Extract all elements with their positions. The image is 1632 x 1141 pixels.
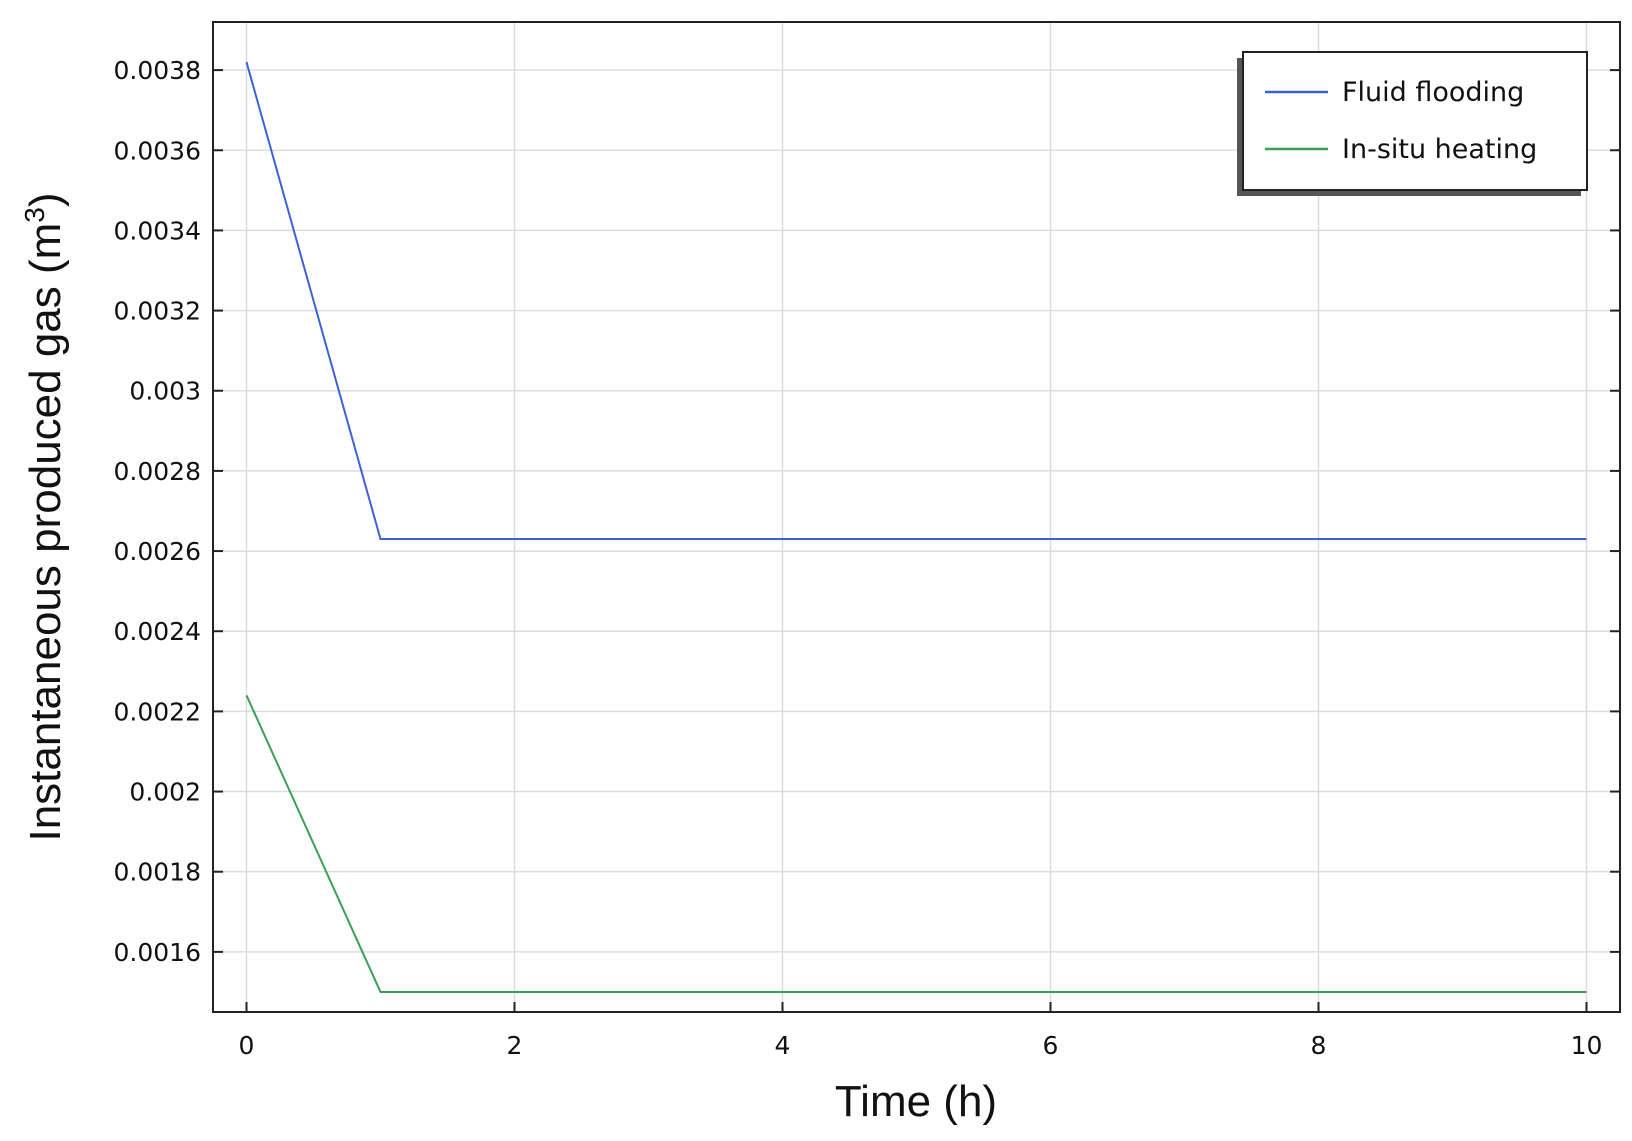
axis-ticks (213, 69, 1620, 1012)
x-tick-label: 10 (1571, 1031, 1603, 1060)
series-line-in-situ-heating (245, 694, 1587, 993)
legend-box (1242, 51, 1588, 191)
y-tick-label: 0.002 (129, 778, 201, 807)
x-tick-label: 4 (775, 1031, 791, 1060)
legend: Fluid flooding In-situ heating (1237, 51, 1588, 196)
tick-labels: 0 2 4 6 8 10 0.0016 0.0018 0.002 0.0022 0.0024 0.00… (114, 56, 1603, 1060)
plot-frame (212, 21, 1621, 1013)
legend-label-fluid-flooding: Fluid flooding (1342, 77, 1524, 108)
y-tick-label: 0.0034 (114, 216, 201, 245)
y-tick-label: 0.0036 (114, 136, 201, 165)
series-lines (245, 61, 1587, 993)
x-tick-label: 6 (1043, 1031, 1059, 1060)
y-axis-title-main: Instantaneous produced gas (m (21, 223, 70, 842)
y-axis-title-superscript: 3 (19, 207, 50, 223)
y-tick-label: 0.0016 (114, 938, 201, 967)
y-tick-label: 0.0038 (114, 56, 201, 85)
x-axis-title: Time (h) (835, 1077, 997, 1126)
y-tick-label: 0.0028 (114, 457, 201, 486)
x-tick-label: 2 (507, 1031, 523, 1060)
legend-label-in-situ-heating: In-situ heating (1342, 134, 1537, 165)
x-tick-label: 0 (239, 1031, 255, 1060)
y-tick-label: 0.003 (129, 377, 201, 406)
y-tick-label: 0.0022 (114, 697, 201, 726)
y-tick-label: 0.0024 (114, 617, 201, 646)
y-tick-label: 0.0018 (114, 858, 201, 887)
y-tick-label: 0.0026 (114, 537, 201, 566)
x-tick-label: 8 (1311, 1031, 1327, 1060)
series-line-fluid-flooding (245, 61, 1587, 541)
y-axis-title: Instantaneous produced gas (m3) (19, 192, 70, 841)
y-axis-title-end: ) (21, 192, 70, 207)
y-tick-label: 0.0032 (114, 297, 201, 326)
